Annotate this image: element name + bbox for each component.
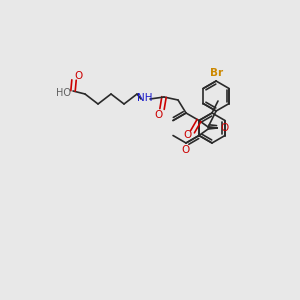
Text: Br: Br [209, 68, 223, 78]
Text: O: O [154, 110, 162, 120]
Text: O: O [183, 130, 192, 140]
Text: NH: NH [137, 93, 153, 103]
Text: O: O [181, 145, 189, 155]
Text: O: O [220, 123, 228, 133]
Text: HO: HO [56, 88, 70, 98]
Text: O: O [74, 71, 82, 81]
